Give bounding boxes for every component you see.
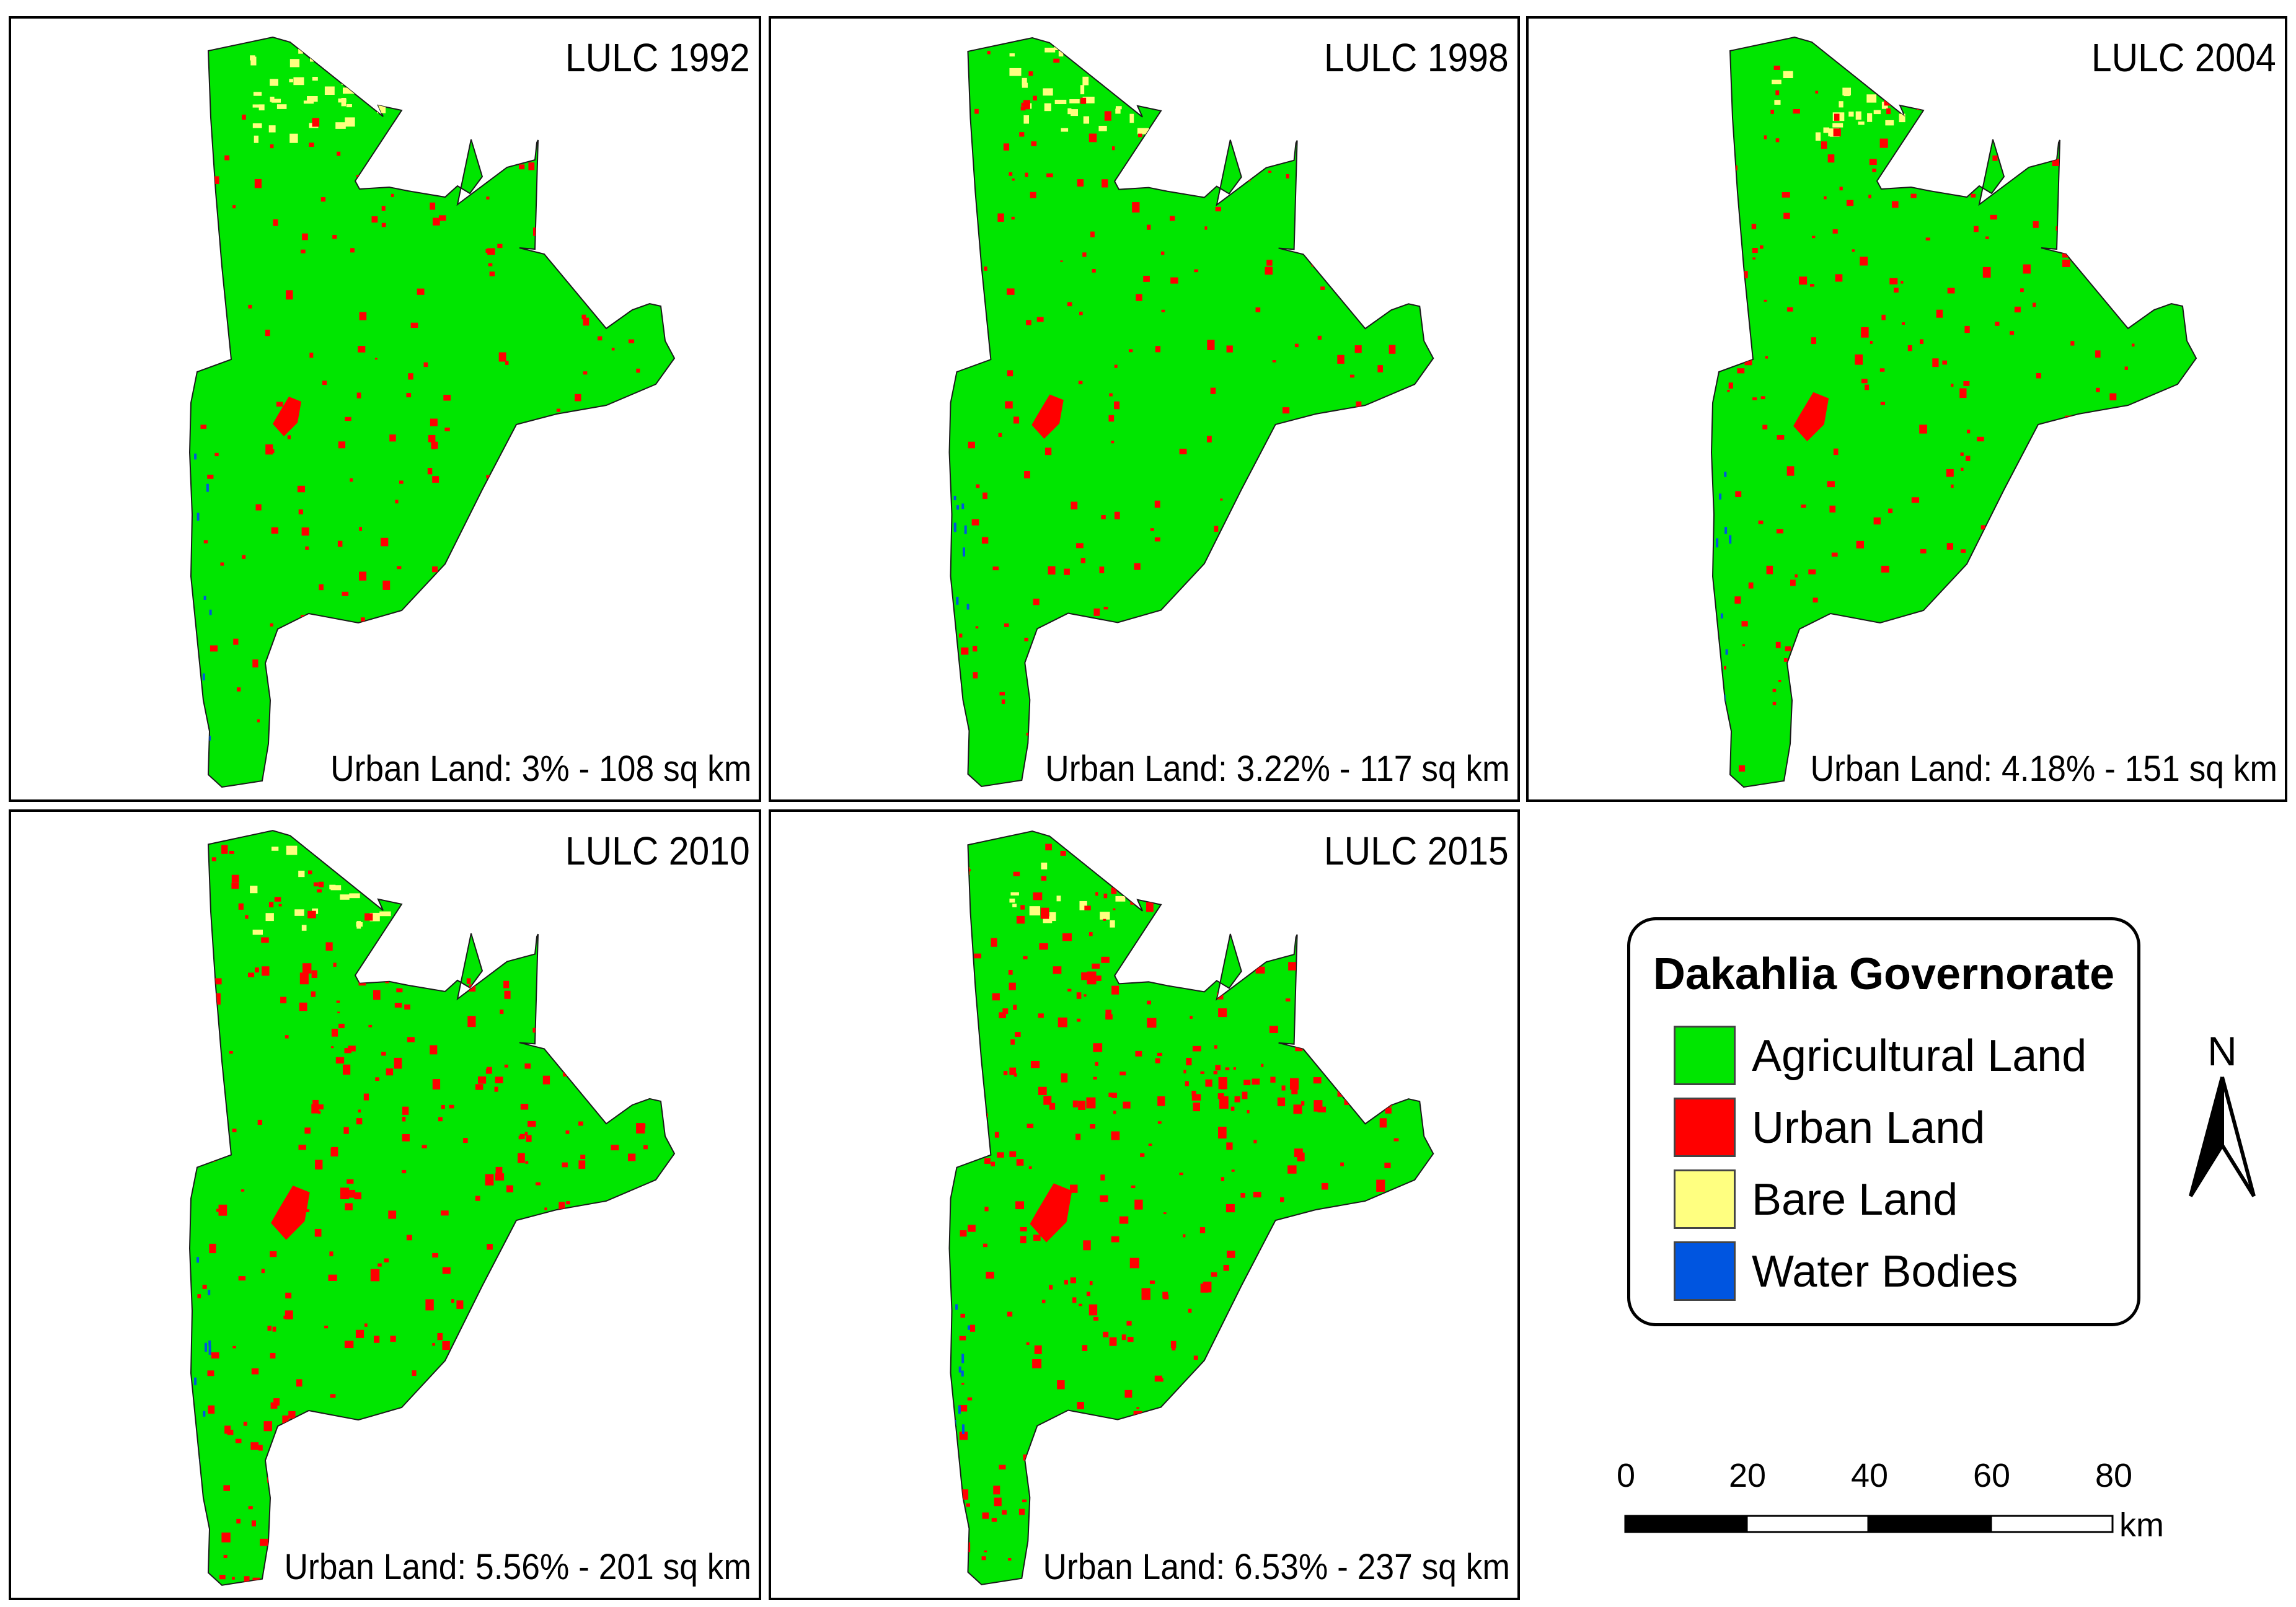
- scale-unit: km: [2119, 1507, 2164, 1544]
- urban-land-stat: Urban Land: 4.18% - 151 sq km: [1810, 749, 2277, 789]
- legend-label: Urban Land: [1752, 1103, 1985, 1153]
- region-map: [948, 830, 1434, 1585]
- region-map: [1710, 36, 2197, 788]
- region-map: [948, 37, 1434, 788]
- region-map: [188, 36, 676, 788]
- urban-land-stat: Urban Land: 6.53% - 237 sq km: [1043, 1547, 1510, 1587]
- scale-tick: 40: [1850, 1457, 1889, 1494]
- scale-tick: 20: [1728, 1457, 1767, 1494]
- map-panel-2010: LULC 2010 Urban Land: 5.56% - 201 sq km: [9, 809, 761, 1600]
- map-legend: Dakahlia Governorate Agricultural Land U…: [1627, 917, 2140, 1326]
- legend-swatch: [1674, 1098, 1736, 1157]
- panel-title: LULC 2010: [565, 829, 750, 873]
- map-panel-2004: LULC 2004 Urban Land: 4.18% - 151 sq km: [1526, 16, 2287, 802]
- scale-bar: 0 20 40 60 80 km: [1612, 1456, 2232, 1556]
- north-arrow: N: [2188, 1028, 2256, 1207]
- panel-title: LULC 1992: [565, 35, 750, 80]
- urban-land-stat: Urban Land: 5.56% - 201 sq km: [284, 1547, 751, 1587]
- legend-label: Bare Land: [1752, 1175, 1958, 1225]
- panel-title: LULC 2015: [1324, 829, 1509, 873]
- north-label: N: [2207, 1028, 2237, 1074]
- map-panel-2015: LULC 2015 Urban Land: 6.53% - 237 sq km: [769, 809, 1520, 1600]
- scale-tick: 80: [2095, 1457, 2133, 1494]
- panel-title: LULC 1998: [1324, 35, 1509, 80]
- scale-tick: 60: [1972, 1457, 2011, 1494]
- legend-swatch: [1674, 1241, 1736, 1301]
- legend-title: Dakahlia Governorate: [1653, 949, 2115, 999]
- map-panel-1998: LULC 1998 Urban Land: 3.22% - 117 sq km: [769, 16, 1520, 802]
- legend-swatch: [1674, 1026, 1736, 1085]
- scale-tick: 0: [1616, 1457, 1636, 1494]
- urban-land-stat: Urban Land: 3% - 108 sq km: [330, 749, 751, 789]
- legend-swatch: [1674, 1169, 1736, 1229]
- legend-label: Water Bodies: [1752, 1247, 2018, 1297]
- urban-land-stat: Urban Land: 3.22% - 117 sq km: [1045, 749, 1510, 789]
- legend-label: Agricultural Land: [1752, 1031, 2087, 1081]
- region-map: [188, 830, 676, 1586]
- scale-bar-graphic: [1624, 1515, 2114, 1533]
- map-panel-1992: LULC 1992 Urban Land: 3% - 108 sq km: [9, 16, 761, 802]
- north-arrow-icon: [2189, 1076, 2256, 1197]
- panel-title: LULC 2004: [2091, 35, 2276, 80]
